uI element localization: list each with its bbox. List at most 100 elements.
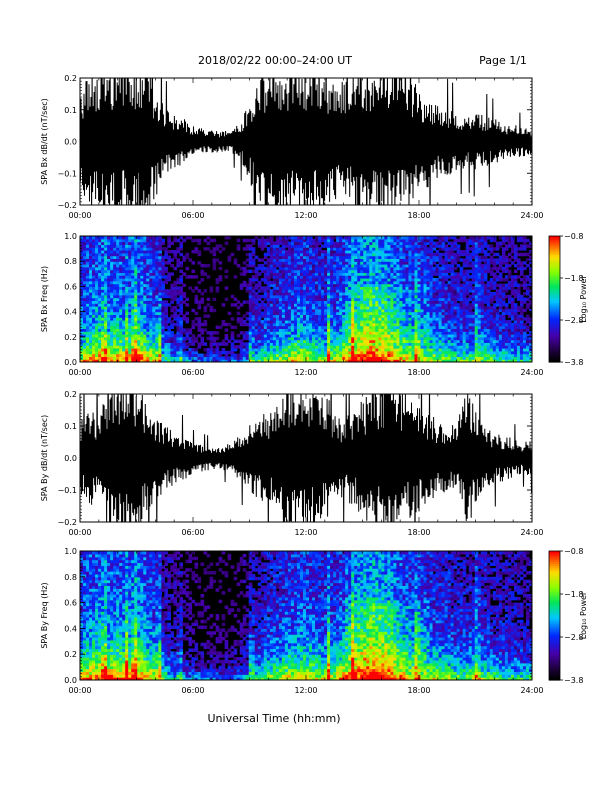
- spectrogram-cell: [330, 339, 334, 343]
- spectrogram-cell: [429, 345, 434, 349]
- spectrogram-cell: [299, 339, 304, 343]
- spectrogram-cell: [263, 350, 268, 355]
- spectrogram-cell: [92, 261, 96, 265]
- spectrogram-cell: [438, 325, 443, 329]
- spectrogram-cell: [378, 275, 382, 279]
- spectrogram-cell: [98, 294, 102, 299]
- spectrogram-cell: [263, 311, 268, 315]
- spectrogram-cell: [293, 244, 298, 248]
- spectrogram-cell: [384, 236, 388, 240]
- spectrogram-cell: [164, 342, 168, 346]
- spectrogram-cell: [137, 250, 141, 254]
- spectrogram-cell: [89, 311, 93, 315]
- spectrogram-cell: [122, 280, 126, 285]
- spectrogram-cell: [429, 275, 434, 279]
- spectrogram-cell: [290, 331, 295, 335]
- spectrogram-cell: [357, 314, 361, 318]
- spectrogram-cell: [336, 297, 340, 301]
- spectrogram-cell: [173, 306, 178, 310]
- spectrogram-cell: [146, 297, 150, 301]
- spectrogram-cell: [155, 325, 159, 329]
- spectrogram-cell: [83, 311, 87, 315]
- spectrogram-cell: [360, 238, 364, 243]
- spectrogram-cell: [113, 292, 117, 296]
- spectrogram-cell: [263, 322, 268, 327]
- spectrogram-cell: [80, 303, 84, 307]
- spectrogram-cell: [128, 272, 132, 276]
- spectrogram-cell: [387, 342, 391, 346]
- spectrogram-cell: [444, 272, 449, 276]
- spectrogram-cell: [239, 283, 244, 287]
- spectrogram-cell: [441, 356, 446, 360]
- spectrogram-cell: [230, 331, 235, 335]
- spectrogram-cell: [89, 289, 93, 293]
- spectrogram-cell: [363, 289, 367, 293]
- spectrogram-cell: [302, 261, 307, 265]
- spectrogram-cell: [233, 348, 238, 352]
- spectrogram-cell: [161, 266, 165, 271]
- spectrogram-cell: [248, 334, 253, 338]
- spectrogram-cell: [453, 297, 458, 301]
- spectrogram-cell: [254, 303, 259, 307]
- spectrogram-cell: [360, 339, 364, 343]
- spectrogram-cell: [375, 342, 379, 346]
- spectrogram-cell: [116, 342, 120, 346]
- spectrogram-cell: [182, 255, 187, 259]
- spectrogram-cell: [299, 247, 304, 251]
- spectrogram-cell: [242, 334, 247, 338]
- spectrogram-cell: [342, 294, 346, 299]
- spectrogram-cell: [302, 339, 307, 343]
- spectrogram-cell: [197, 306, 202, 310]
- spectrogram-cell: [420, 283, 425, 287]
- spectrogram-cell: [378, 241, 382, 245]
- spectrogram-cell: [438, 244, 443, 248]
- spectrogram-cell: [312, 244, 316, 248]
- spectrogram-cell: [420, 255, 425, 259]
- spectrogram-cell: [339, 258, 343, 262]
- spectrogram-cell: [366, 303, 370, 307]
- spectrogram-cell: [104, 348, 108, 352]
- spectrogram-cell: [438, 331, 443, 335]
- spectrogram-cell: [92, 266, 96, 271]
- spectrogram-cell: [384, 244, 388, 248]
- spectrogram-cell: [173, 317, 178, 321]
- spectrogram-cell: [299, 283, 304, 287]
- spectrogram-cell: [110, 294, 114, 299]
- spectrogram-cell: [176, 280, 181, 285]
- spectrogram-cell: [275, 280, 280, 285]
- spectrogram-cell: [402, 280, 407, 285]
- spectrogram-cell: [101, 336, 105, 341]
- spectrogram-cell: [248, 325, 253, 329]
- spectrogram-cell: [119, 303, 123, 307]
- spectrogram-cell: [414, 303, 419, 307]
- spectrogram-cell: [435, 320, 440, 324]
- spectrogram-cell: [450, 300, 455, 304]
- spectrogram-cell: [188, 331, 193, 335]
- spectrogram-cell: [408, 294, 413, 299]
- spectrogram-cell: [185, 328, 190, 332]
- spectrogram-cell: [254, 300, 259, 304]
- spectrogram-cell: [281, 342, 286, 346]
- x-tick-label: 12:00: [294, 211, 317, 220]
- spectrogram-cell: [321, 350, 325, 355]
- spectrogram-cell: [438, 339, 443, 343]
- spectrogram-cell: [432, 322, 437, 327]
- spectrogram-cell: [393, 300, 397, 304]
- spectrogram-cell: [143, 342, 147, 346]
- spectrogram-cell: [266, 306, 271, 310]
- spectrogram-cell: [149, 252, 153, 257]
- spectrogram-cell: [101, 308, 105, 313]
- spectrogram-cell: [134, 244, 138, 248]
- spectrogram-cell: [134, 317, 138, 321]
- spectrogram-cell: [218, 353, 223, 357]
- spectrogram-cell: [275, 264, 280, 268]
- spectrogram-cell: [92, 317, 96, 321]
- spectrogram-cell: [429, 250, 434, 254]
- spectrogram-cell: [369, 314, 373, 318]
- spectrogram-cell: [101, 339, 105, 343]
- spectrogram-cell: [402, 359, 407, 362]
- spectrogram-cell: [399, 336, 404, 341]
- spectrogram-cell: [399, 356, 404, 360]
- spectrogram-cell: [230, 359, 235, 362]
- spectrogram-cell: [414, 236, 419, 240]
